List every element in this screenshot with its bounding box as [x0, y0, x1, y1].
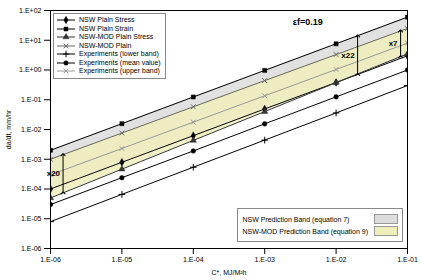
html-text:NSW Prediction Band (equation: NSW Prediction Band (equation 7): [242, 215, 350, 223]
svg-text:εf=0.19: εf=0.19: [293, 17, 323, 27]
html-text:NSW Plain Strain: NSW Plain Strain: [79, 24, 134, 32]
svg-text:1.E-04: 1.E-04: [183, 256, 204, 263]
svg-text:1.E-02: 1.E-02: [21, 126, 42, 133]
svg-text:C*, MJ/M²h: C*, MJ/M²h: [212, 269, 247, 276]
html-text:NSW-MOD Prediction Band (equat: NSW-MOD Prediction Band (equation 9): [242, 227, 368, 235]
svg-text:1.E+00: 1.E+00: [19, 66, 41, 73]
svg-text:1.E-06: 1.E-06: [21, 245, 42, 252]
svg-text:x20: x20: [47, 169, 61, 178]
html-text:Experiments (upper band): Experiments (upper band): [79, 67, 160, 74]
svg-text:1.E-02: 1.E-02: [326, 256, 347, 263]
svg-text:1.E-03: 1.E-03: [21, 155, 42, 162]
svg-text:x7: x7: [389, 39, 398, 48]
html-text:NSW-MOD Plain Stress: NSW-MOD Plain Stress: [79, 33, 154, 40]
svg-text:1.E+02: 1.E+02: [19, 7, 41, 14]
svg-text:1.E-03: 1.E-03: [254, 256, 275, 263]
svg-text:1.E-04: 1.E-04: [21, 185, 42, 192]
html-text:Experiments (lower band): Experiments (lower band): [79, 50, 159, 57]
svg-text:1.E-05: 1.E-05: [21, 215, 42, 222]
svg-text:x22: x22: [341, 51, 355, 60]
html-text:NSW-MOD Plain: NSW-MOD Plain: [79, 41, 132, 49]
svg-text:da/dt, mm/hr: da/dt, mm/hr: [5, 109, 12, 149]
html-text:Experiments (mean value): Experiments (mean value): [79, 58, 161, 66]
svg-text:1.E-01: 1.E-01: [397, 256, 418, 263]
html-text:NSW Plain Stress: NSW Plain Stress: [79, 16, 135, 23]
svg-text:1.E+01: 1.E+01: [19, 36, 41, 43]
svg-text:1.E-06: 1.E-06: [40, 256, 61, 263]
svg-text:1.E-01: 1.E-01: [21, 96, 42, 103]
svg-text:1.E-05: 1.E-05: [112, 256, 133, 263]
